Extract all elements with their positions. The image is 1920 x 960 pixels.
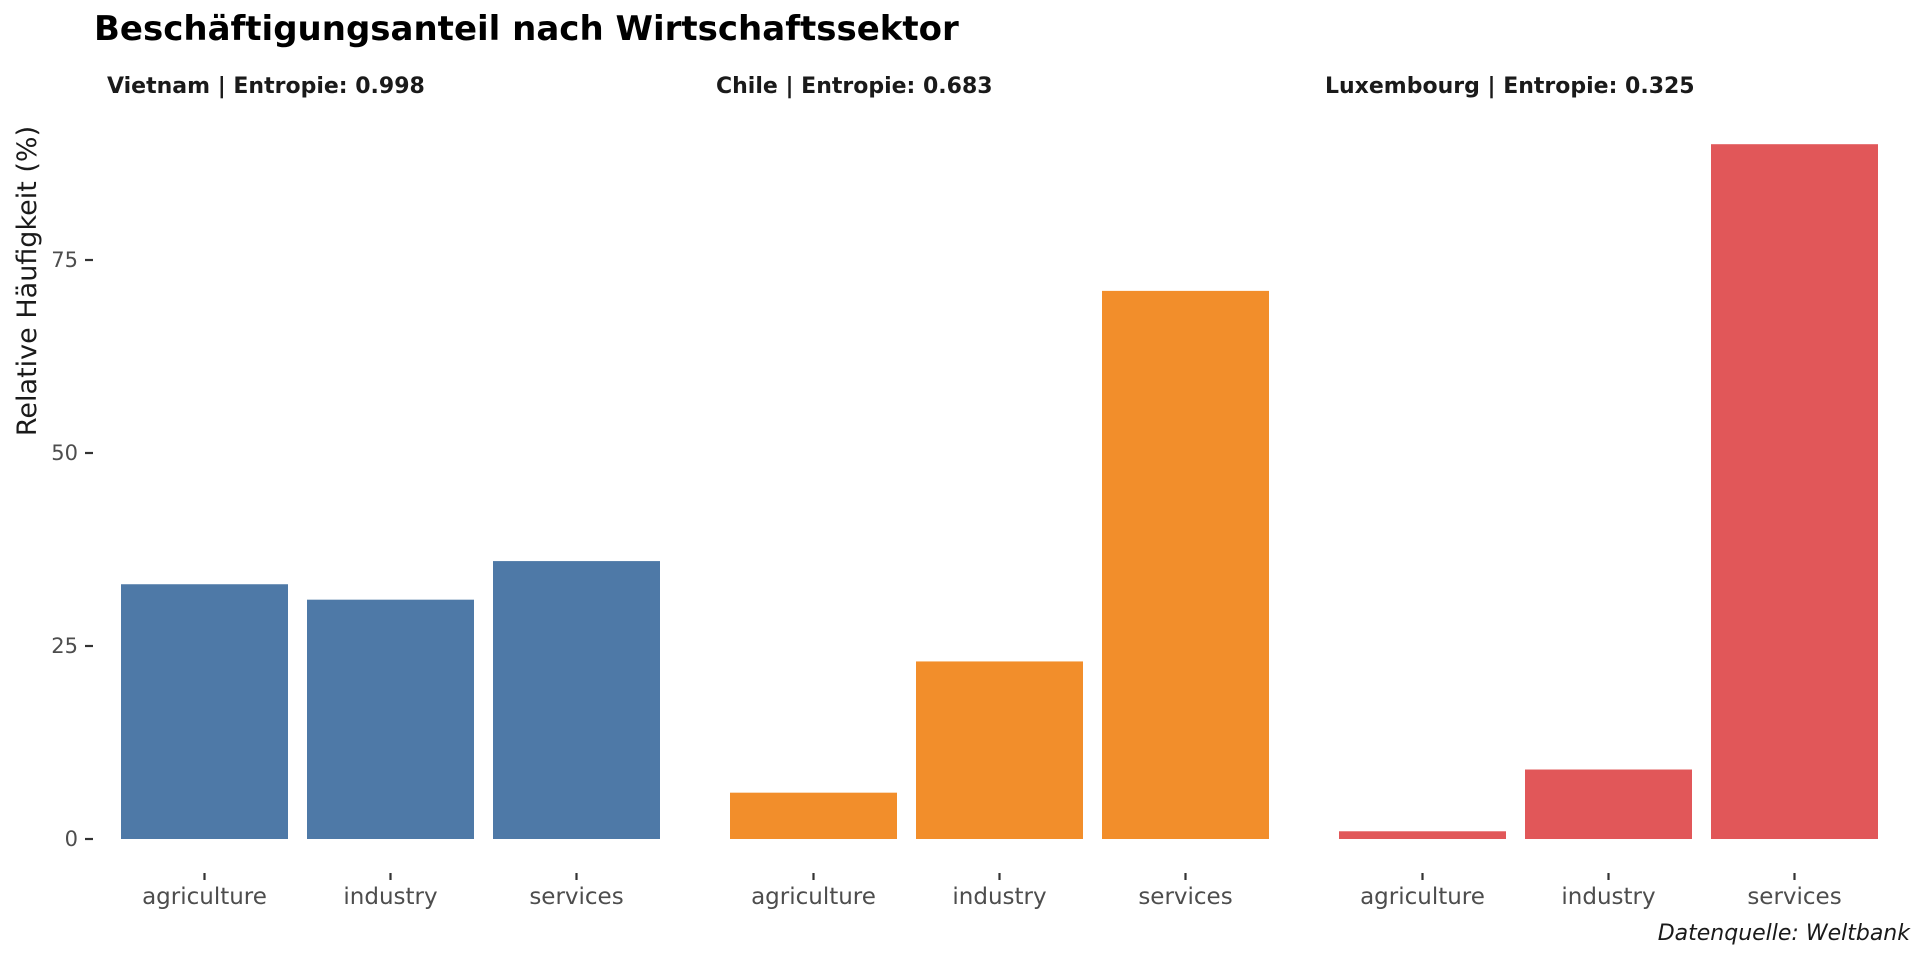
chart-title: Beschäftigungsanteil nach Wirtschaftssek… — [94, 9, 959, 49]
bar-services — [1711, 144, 1878, 839]
panels: Vietnam | Entropie: 0.998 agriculture indu… — [107, 74, 1878, 910]
y-tick-label: 50 — [51, 441, 78, 465]
x-tick-label: agriculture — [1360, 884, 1485, 910]
x-tick-label: industry — [1561, 884, 1655, 910]
x-tick-label: services — [1747, 884, 1841, 910]
y-axis: 0 25 50 75 — [51, 248, 93, 851]
y-axis-label: Relative Häufigkeit (%) — [12, 126, 43, 436]
x-tick-label: agriculture — [751, 884, 876, 910]
x-tick-label: industry — [952, 884, 1046, 910]
y-tick-label: 25 — [51, 634, 78, 658]
bar-industry — [307, 599, 474, 839]
y-tick-label: 0 — [65, 827, 78, 851]
bar-services — [493, 561, 660, 839]
panel-title: Vietnam | Entropie: 0.998 — [107, 74, 425, 99]
y-tick-label: 75 — [51, 248, 78, 272]
panel-0: Vietnam | Entropie: 0.998 agriculture indu… — [107, 74, 660, 910]
bar-industry — [916, 661, 1083, 839]
bar-services — [1102, 290, 1269, 839]
bar-agriculture — [1339, 831, 1506, 839]
x-tick-label: industry — [343, 884, 437, 910]
x-tick-label: agriculture — [142, 884, 267, 910]
bar-agriculture — [121, 584, 288, 839]
panel-2: Luxembourg | Entropie: 0.325 agriculture i… — [1325, 74, 1878, 910]
panel-title: Chile | Entropie: 0.683 — [716, 74, 993, 99]
x-tick-label: services — [529, 884, 623, 910]
bar-agriculture — [730, 792, 897, 839]
bar-industry — [1525, 769, 1692, 839]
panel-title: Luxembourg | Entropie: 0.325 — [1325, 74, 1695, 99]
x-tick-label: services — [1138, 884, 1232, 910]
caption: Datenquelle: Weltbank — [1658, 921, 1912, 946]
panel-1: Chile | Entropie: 0.683 agriculture indust… — [716, 74, 1269, 910]
